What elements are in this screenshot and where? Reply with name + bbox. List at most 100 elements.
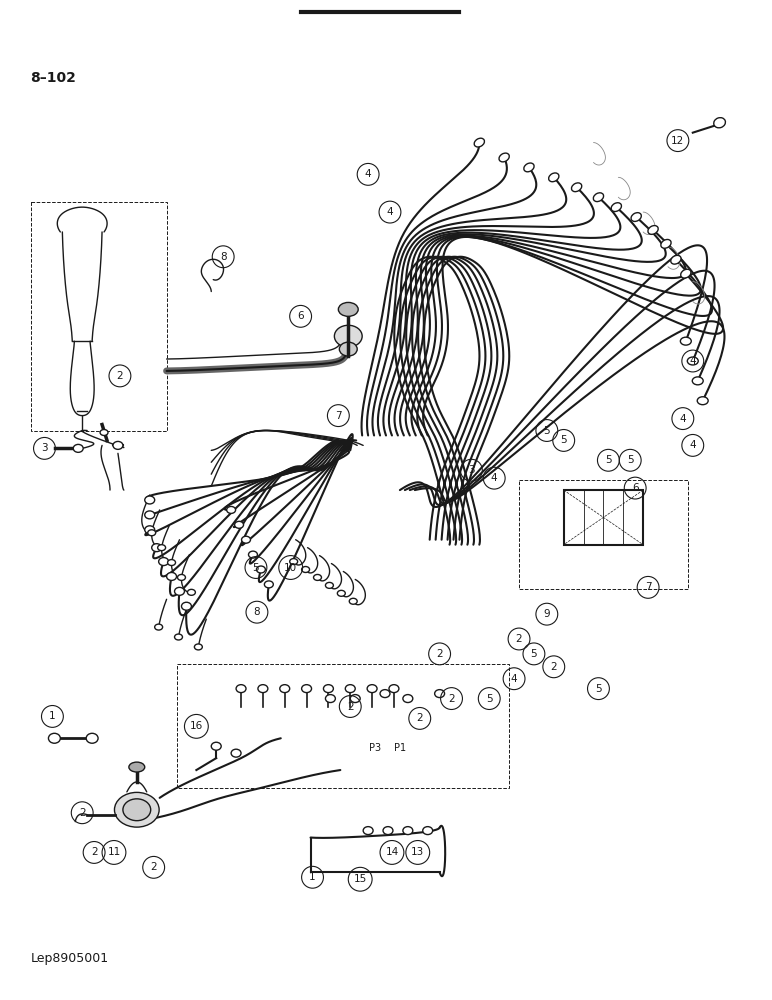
Ellipse shape (144, 511, 154, 519)
Text: 2: 2 (91, 847, 97, 857)
Ellipse shape (363, 827, 373, 835)
Ellipse shape (174, 634, 182, 640)
Text: P3: P3 (369, 743, 381, 753)
Ellipse shape (435, 690, 445, 698)
Text: 4: 4 (689, 440, 696, 450)
Bar (519, 480, 688, 589)
Ellipse shape (389, 685, 399, 693)
Text: 3: 3 (468, 465, 475, 475)
Text: 5: 5 (530, 649, 537, 659)
Text: 4: 4 (365, 169, 371, 179)
Ellipse shape (73, 444, 83, 452)
Text: 4: 4 (679, 414, 686, 424)
Text: 2: 2 (347, 702, 354, 712)
Ellipse shape (256, 566, 266, 573)
Ellipse shape (100, 430, 108, 435)
Text: 4: 4 (491, 473, 497, 483)
Ellipse shape (714, 118, 726, 128)
Ellipse shape (681, 269, 691, 278)
Text: P1: P1 (394, 743, 406, 753)
Ellipse shape (114, 792, 159, 827)
Text: 4: 4 (387, 207, 393, 217)
Ellipse shape (157, 545, 166, 551)
Ellipse shape (167, 572, 177, 580)
Text: 14: 14 (385, 847, 398, 857)
Text: 3: 3 (41, 443, 48, 453)
Ellipse shape (349, 598, 357, 604)
Text: 11: 11 (107, 847, 120, 857)
Text: 1: 1 (310, 872, 316, 882)
Text: 2: 2 (151, 862, 157, 872)
Ellipse shape (49, 733, 60, 743)
Text: 2: 2 (117, 371, 124, 381)
Ellipse shape (549, 173, 559, 182)
Ellipse shape (334, 325, 362, 347)
Bar (31, 202, 167, 431)
Text: 8–102: 8–102 (31, 71, 76, 85)
Ellipse shape (159, 558, 168, 566)
Text: 5: 5 (627, 455, 634, 465)
Ellipse shape (231, 749, 241, 757)
Text: 7: 7 (335, 411, 342, 421)
Text: 4: 4 (689, 356, 696, 366)
Text: 5: 5 (605, 455, 611, 465)
Ellipse shape (144, 526, 154, 534)
Ellipse shape (697, 397, 708, 405)
Ellipse shape (631, 213, 642, 221)
Ellipse shape (178, 574, 185, 580)
Ellipse shape (154, 624, 163, 630)
Ellipse shape (350, 695, 361, 703)
Ellipse shape (474, 138, 485, 147)
Text: 6: 6 (297, 311, 304, 321)
Ellipse shape (671, 255, 681, 264)
Ellipse shape (403, 695, 413, 703)
Ellipse shape (113, 441, 123, 449)
Ellipse shape (680, 337, 691, 345)
Ellipse shape (302, 567, 310, 572)
Ellipse shape (345, 685, 355, 693)
Ellipse shape (258, 685, 268, 693)
Ellipse shape (302, 685, 312, 693)
Text: 5: 5 (543, 426, 550, 436)
Ellipse shape (188, 589, 195, 595)
Ellipse shape (611, 203, 621, 212)
Text: 5: 5 (595, 684, 601, 694)
Ellipse shape (181, 602, 191, 610)
Text: 15: 15 (354, 874, 367, 884)
Ellipse shape (144, 496, 154, 504)
Text: 12: 12 (672, 136, 685, 146)
Ellipse shape (692, 377, 703, 385)
Ellipse shape (249, 551, 257, 558)
Ellipse shape (195, 644, 202, 650)
Ellipse shape (367, 685, 377, 693)
Text: 2: 2 (79, 808, 86, 818)
Ellipse shape (147, 530, 156, 536)
Text: 8: 8 (220, 252, 226, 262)
Text: 1: 1 (49, 711, 56, 721)
Ellipse shape (129, 762, 144, 772)
Text: 2: 2 (449, 694, 455, 704)
Ellipse shape (571, 183, 582, 192)
Ellipse shape (648, 226, 659, 234)
Text: 6: 6 (631, 483, 638, 493)
Text: 2: 2 (416, 713, 423, 723)
Ellipse shape (313, 574, 321, 580)
Ellipse shape (242, 536, 250, 543)
Ellipse shape (290, 559, 298, 565)
Ellipse shape (86, 733, 98, 743)
Text: 8: 8 (254, 607, 260, 617)
Ellipse shape (235, 521, 243, 528)
Ellipse shape (338, 302, 358, 316)
Ellipse shape (264, 581, 273, 588)
Text: 13: 13 (411, 847, 425, 857)
Ellipse shape (152, 544, 161, 552)
Ellipse shape (524, 163, 534, 172)
Ellipse shape (326, 695, 335, 703)
Text: 2: 2 (516, 634, 523, 644)
Text: 9: 9 (543, 609, 550, 619)
Ellipse shape (594, 193, 604, 202)
Ellipse shape (236, 685, 246, 693)
Ellipse shape (661, 239, 671, 248)
Text: 16: 16 (190, 721, 203, 731)
Text: 2: 2 (550, 662, 557, 672)
